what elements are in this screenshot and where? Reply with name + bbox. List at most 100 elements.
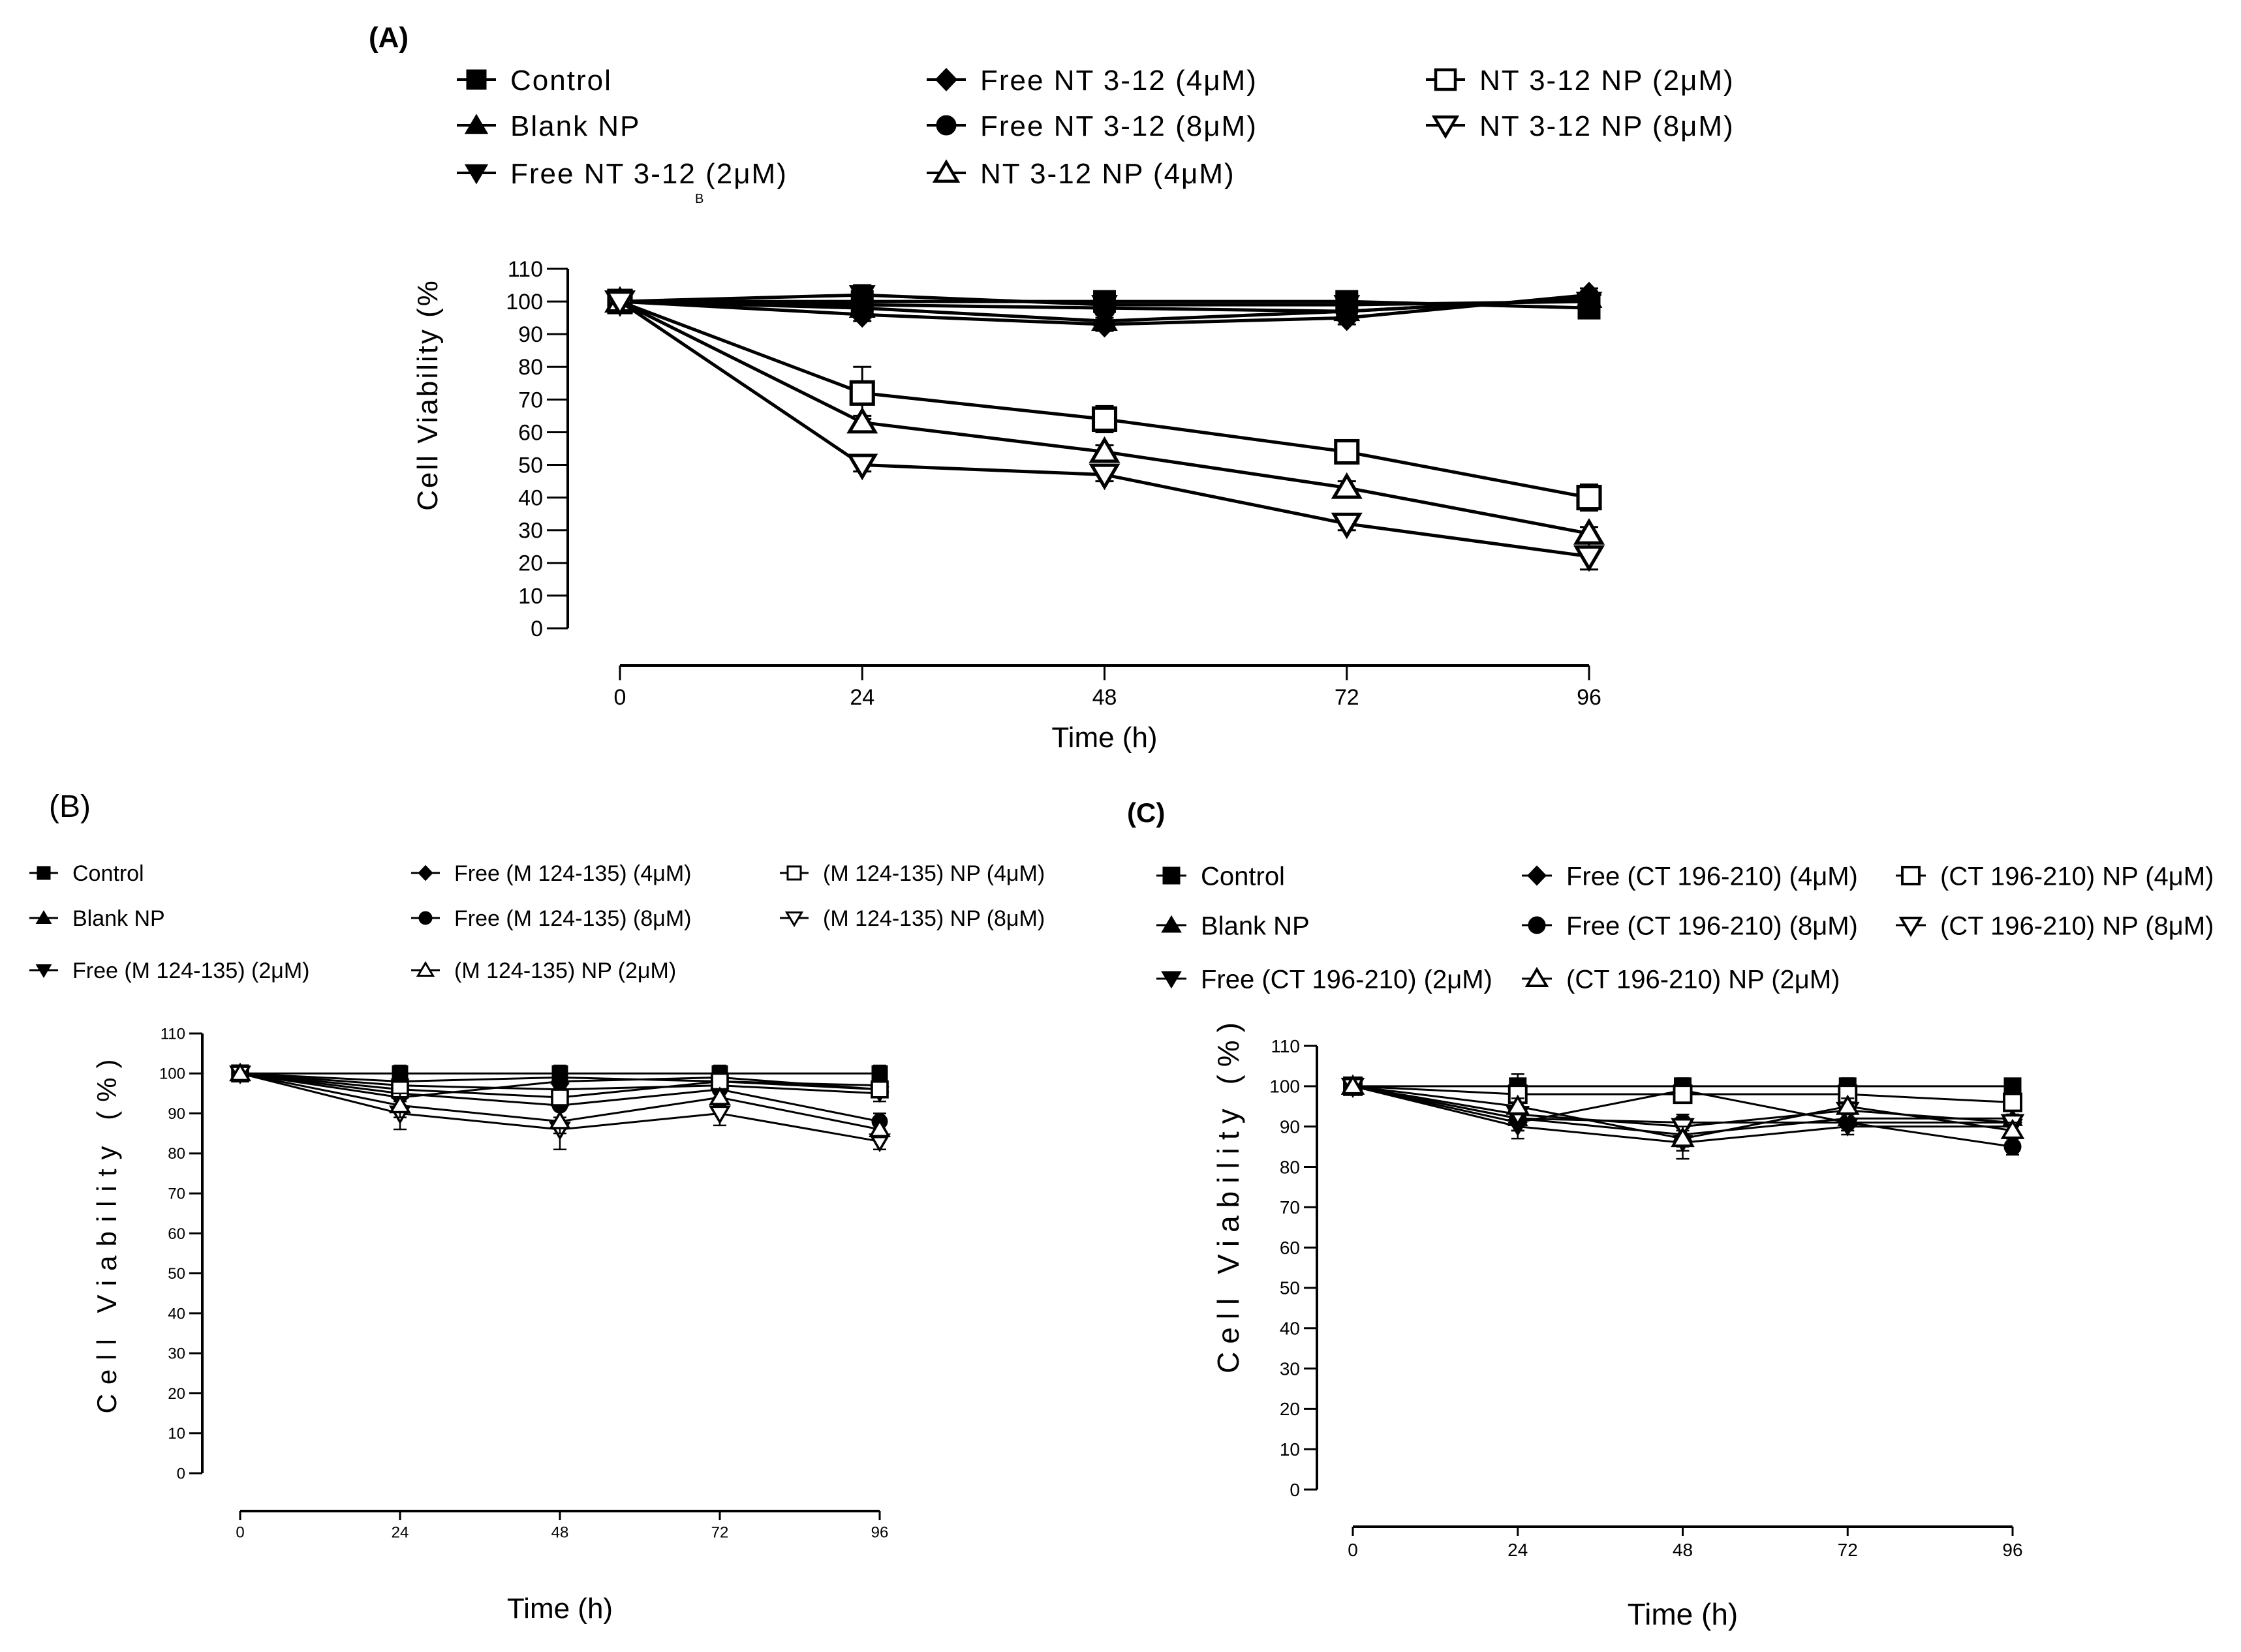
legend-marker — [1161, 915, 1182, 933]
data-point — [1331, 472, 1363, 499]
legend-entry: Blank NP — [457, 110, 639, 142]
x-tick-label: 96 — [871, 1523, 889, 1541]
y-tick-label: 20 — [1280, 1399, 1300, 1419]
data-point — [1093, 296, 1116, 320]
data-point — [1335, 299, 1359, 323]
legend-label: (M 124-135) NP (4μM) — [823, 861, 1045, 886]
data-point — [389, 1094, 411, 1114]
legend-marker — [418, 911, 433, 925]
data-point — [1089, 436, 1120, 463]
y-tick-label: 0 — [177, 1465, 185, 1482]
x-tick-label: 48 — [1673, 1540, 1693, 1560]
data-point — [709, 1086, 731, 1106]
legend-marker — [1434, 68, 1457, 91]
x-axis-title: Time (h) — [1628, 1597, 1739, 1631]
legend-entry: Free (M 124-135) (4μM) — [411, 861, 691, 886]
legend-entry: Control — [1156, 862, 1285, 891]
series-7 — [604, 290, 1605, 572]
series-5 — [607, 288, 1602, 512]
data-point — [549, 1110, 571, 1129]
data-point — [869, 1118, 891, 1138]
legend-label: Free (M 124-135) (8μM) — [454, 906, 691, 931]
data-point — [1334, 438, 1360, 465]
y-tick-label: 110 — [508, 257, 543, 282]
legend-label: (CT 196-210) NP (8μM) — [1940, 911, 2214, 940]
data-point — [1340, 1074, 1365, 1095]
legend-marker — [1431, 115, 1460, 139]
y-tick-label: 30 — [1280, 1358, 1300, 1379]
y-tick-label: 70 — [1280, 1197, 1300, 1217]
legend-marker — [416, 961, 435, 977]
panel-c: (C) 0 10 20 30 40 50 60 70 80 90 100 110 0 24 48 72 96 Ti… — [1127, 797, 2214, 1631]
legend-marker — [1528, 916, 1546, 934]
y-tick-label: 30 — [518, 519, 543, 543]
legend-label: NT 3-12 NP (2μM) — [1479, 65, 1735, 97]
x-tick-label: 72 — [1335, 685, 1359, 710]
x-tick-label: 24 — [392, 1523, 409, 1541]
legend-entry: (M 124-135) NP (4μM) — [780, 861, 1045, 886]
legend-entry: Free (CT 196-210) (2μM) — [1156, 965, 1492, 994]
legend-entry: NT 3-12 NP (4μM) — [927, 158, 1235, 190]
x-tick-label: 48 — [551, 1523, 569, 1541]
legend-entry: (CT 196-210) NP (8μM) — [1896, 911, 2214, 940]
data-point — [1576, 485, 1602, 511]
legend-marker — [784, 911, 804, 927]
legend-label: (CT 196-210) NP (2μM) — [1566, 965, 1840, 994]
legend-label: NT 3-12 NP (4μM) — [980, 158, 1235, 190]
y-tick-label: 60 — [168, 1225, 185, 1243]
x-tick-label: 0 — [614, 685, 626, 710]
legend-label: Blank NP — [72, 906, 165, 931]
y-tick-label: 80 — [518, 355, 543, 380]
legend-marker — [1162, 866, 1181, 885]
legend-entry: Free (CT 196-210) (8μM) — [1522, 911, 1858, 940]
data-point — [2003, 1092, 2022, 1112]
legend-entry: (M 124-135) NP (8μM) — [780, 906, 1045, 931]
data-point — [1673, 1084, 1693, 1105]
y-tick-label: 60 — [1280, 1238, 1300, 1258]
legend-entry: Free NT 3-12 (8μM) — [927, 110, 1258, 142]
x-tick-label: 48 — [1092, 685, 1117, 710]
legend-entry: Control — [29, 861, 144, 886]
data-point — [871, 1080, 889, 1099]
panel-b-label: (B) — [49, 789, 91, 824]
legend-label: Free NT 3-12 (2μM) — [510, 158, 788, 190]
data-point — [850, 293, 874, 316]
legend-entry: Free (CT 196-210) (4μM) — [1522, 862, 1858, 891]
y-tick-label: 0 — [531, 617, 543, 641]
y-tick-label: 40 — [1280, 1319, 1300, 1339]
y-axis-title: Cell Viability (%) — [1211, 1015, 1245, 1373]
legend-entry: Free (M 124-135) (8μM) — [411, 906, 691, 931]
x-tick-label: 72 — [1838, 1540, 1858, 1560]
legend-label: Free NT 3-12 (8μM) — [980, 110, 1258, 142]
y-tick-label: 10 — [518, 584, 543, 609]
series-7 — [229, 1062, 891, 1139]
legend-label: (M 124-135) NP (8μM) — [823, 906, 1045, 931]
x-tick-label: 24 — [1507, 1540, 1528, 1560]
x-tick-label: 24 — [850, 685, 874, 710]
data-point — [2003, 1138, 2022, 1156]
y-tick-label: 20 — [168, 1385, 185, 1403]
legend-marker — [786, 865, 802, 881]
data-point — [1091, 406, 1118, 432]
y-tick-label: 90 — [168, 1105, 185, 1123]
legend-entry: (M 124-135) NP (2μM) — [411, 958, 676, 983]
x-tick-label: 96 — [2002, 1540, 2022, 1560]
legend-label: NT 3-12 NP (8μM) — [1479, 110, 1735, 142]
legend-marker — [935, 68, 958, 91]
panel-a: (A) B 0 10 20 30 40 50 60 70 80 90 100 110 0 24 48 72 96… — [369, 22, 1735, 754]
y-tick-label: 50 — [168, 1265, 185, 1283]
data-point — [2003, 1077, 2022, 1095]
data-point — [604, 290, 636, 317]
x-tick-label: 0 — [236, 1523, 244, 1541]
y-tick-label: 80 — [168, 1145, 185, 1163]
data-point — [1671, 1127, 1695, 1148]
data-point — [1577, 286, 1601, 310]
y-tick-label: 100 — [506, 290, 543, 314]
data-point — [1331, 512, 1363, 540]
y-tick-label: 60 — [518, 420, 543, 445]
panel-a-stray-mark: B — [695, 192, 703, 206]
y-tick-label: 100 — [1269, 1077, 1300, 1097]
y-tick-label: 90 — [1280, 1116, 1300, 1137]
data-point — [846, 406, 878, 434]
